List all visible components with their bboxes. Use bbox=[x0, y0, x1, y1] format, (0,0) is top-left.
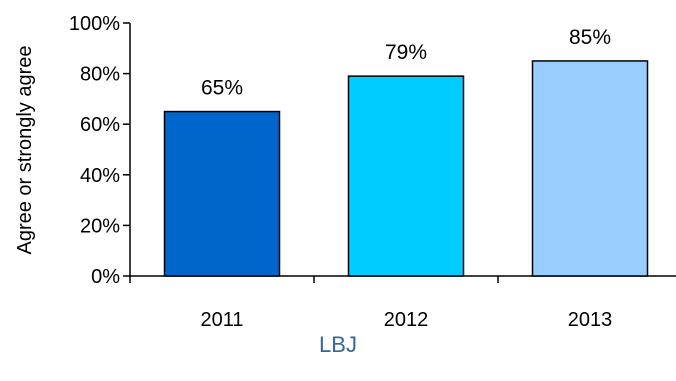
y-tick-label: 80% bbox=[80, 64, 120, 86]
x-axis: 2011 2012 2013 bbox=[129, 275, 676, 331]
y-tick-label: 20% bbox=[80, 215, 120, 237]
x-tick-label: 2013 bbox=[568, 309, 613, 331]
data-label-2011: 65% bbox=[201, 77, 243, 100]
y-axis-title: Agree or strongly agree bbox=[14, 45, 36, 254]
data-label-2012: 79% bbox=[385, 41, 427, 64]
data-labels-group: 65% 79% 85% bbox=[201, 26, 611, 100]
bar-2011 bbox=[163, 110, 281, 277]
x-tick-label: 2012 bbox=[384, 309, 429, 331]
y-tick-label: 60% bbox=[80, 114, 120, 136]
bars-group bbox=[163, 60, 649, 277]
footer-label: LBJ bbox=[319, 332, 357, 357]
y-axis: 0% 20% 40% 60% 80% 100% bbox=[69, 13, 131, 288]
bar-2013 bbox=[531, 60, 649, 277]
bar-2012 bbox=[347, 75, 465, 277]
y-tick-label: 0% bbox=[91, 266, 120, 288]
x-tick-label: 2011 bbox=[200, 309, 243, 331]
y-tick-label: 100% bbox=[69, 13, 120, 35]
y-tick-label: 40% bbox=[80, 165, 120, 187]
data-label-2013: 85% bbox=[569, 26, 611, 49]
